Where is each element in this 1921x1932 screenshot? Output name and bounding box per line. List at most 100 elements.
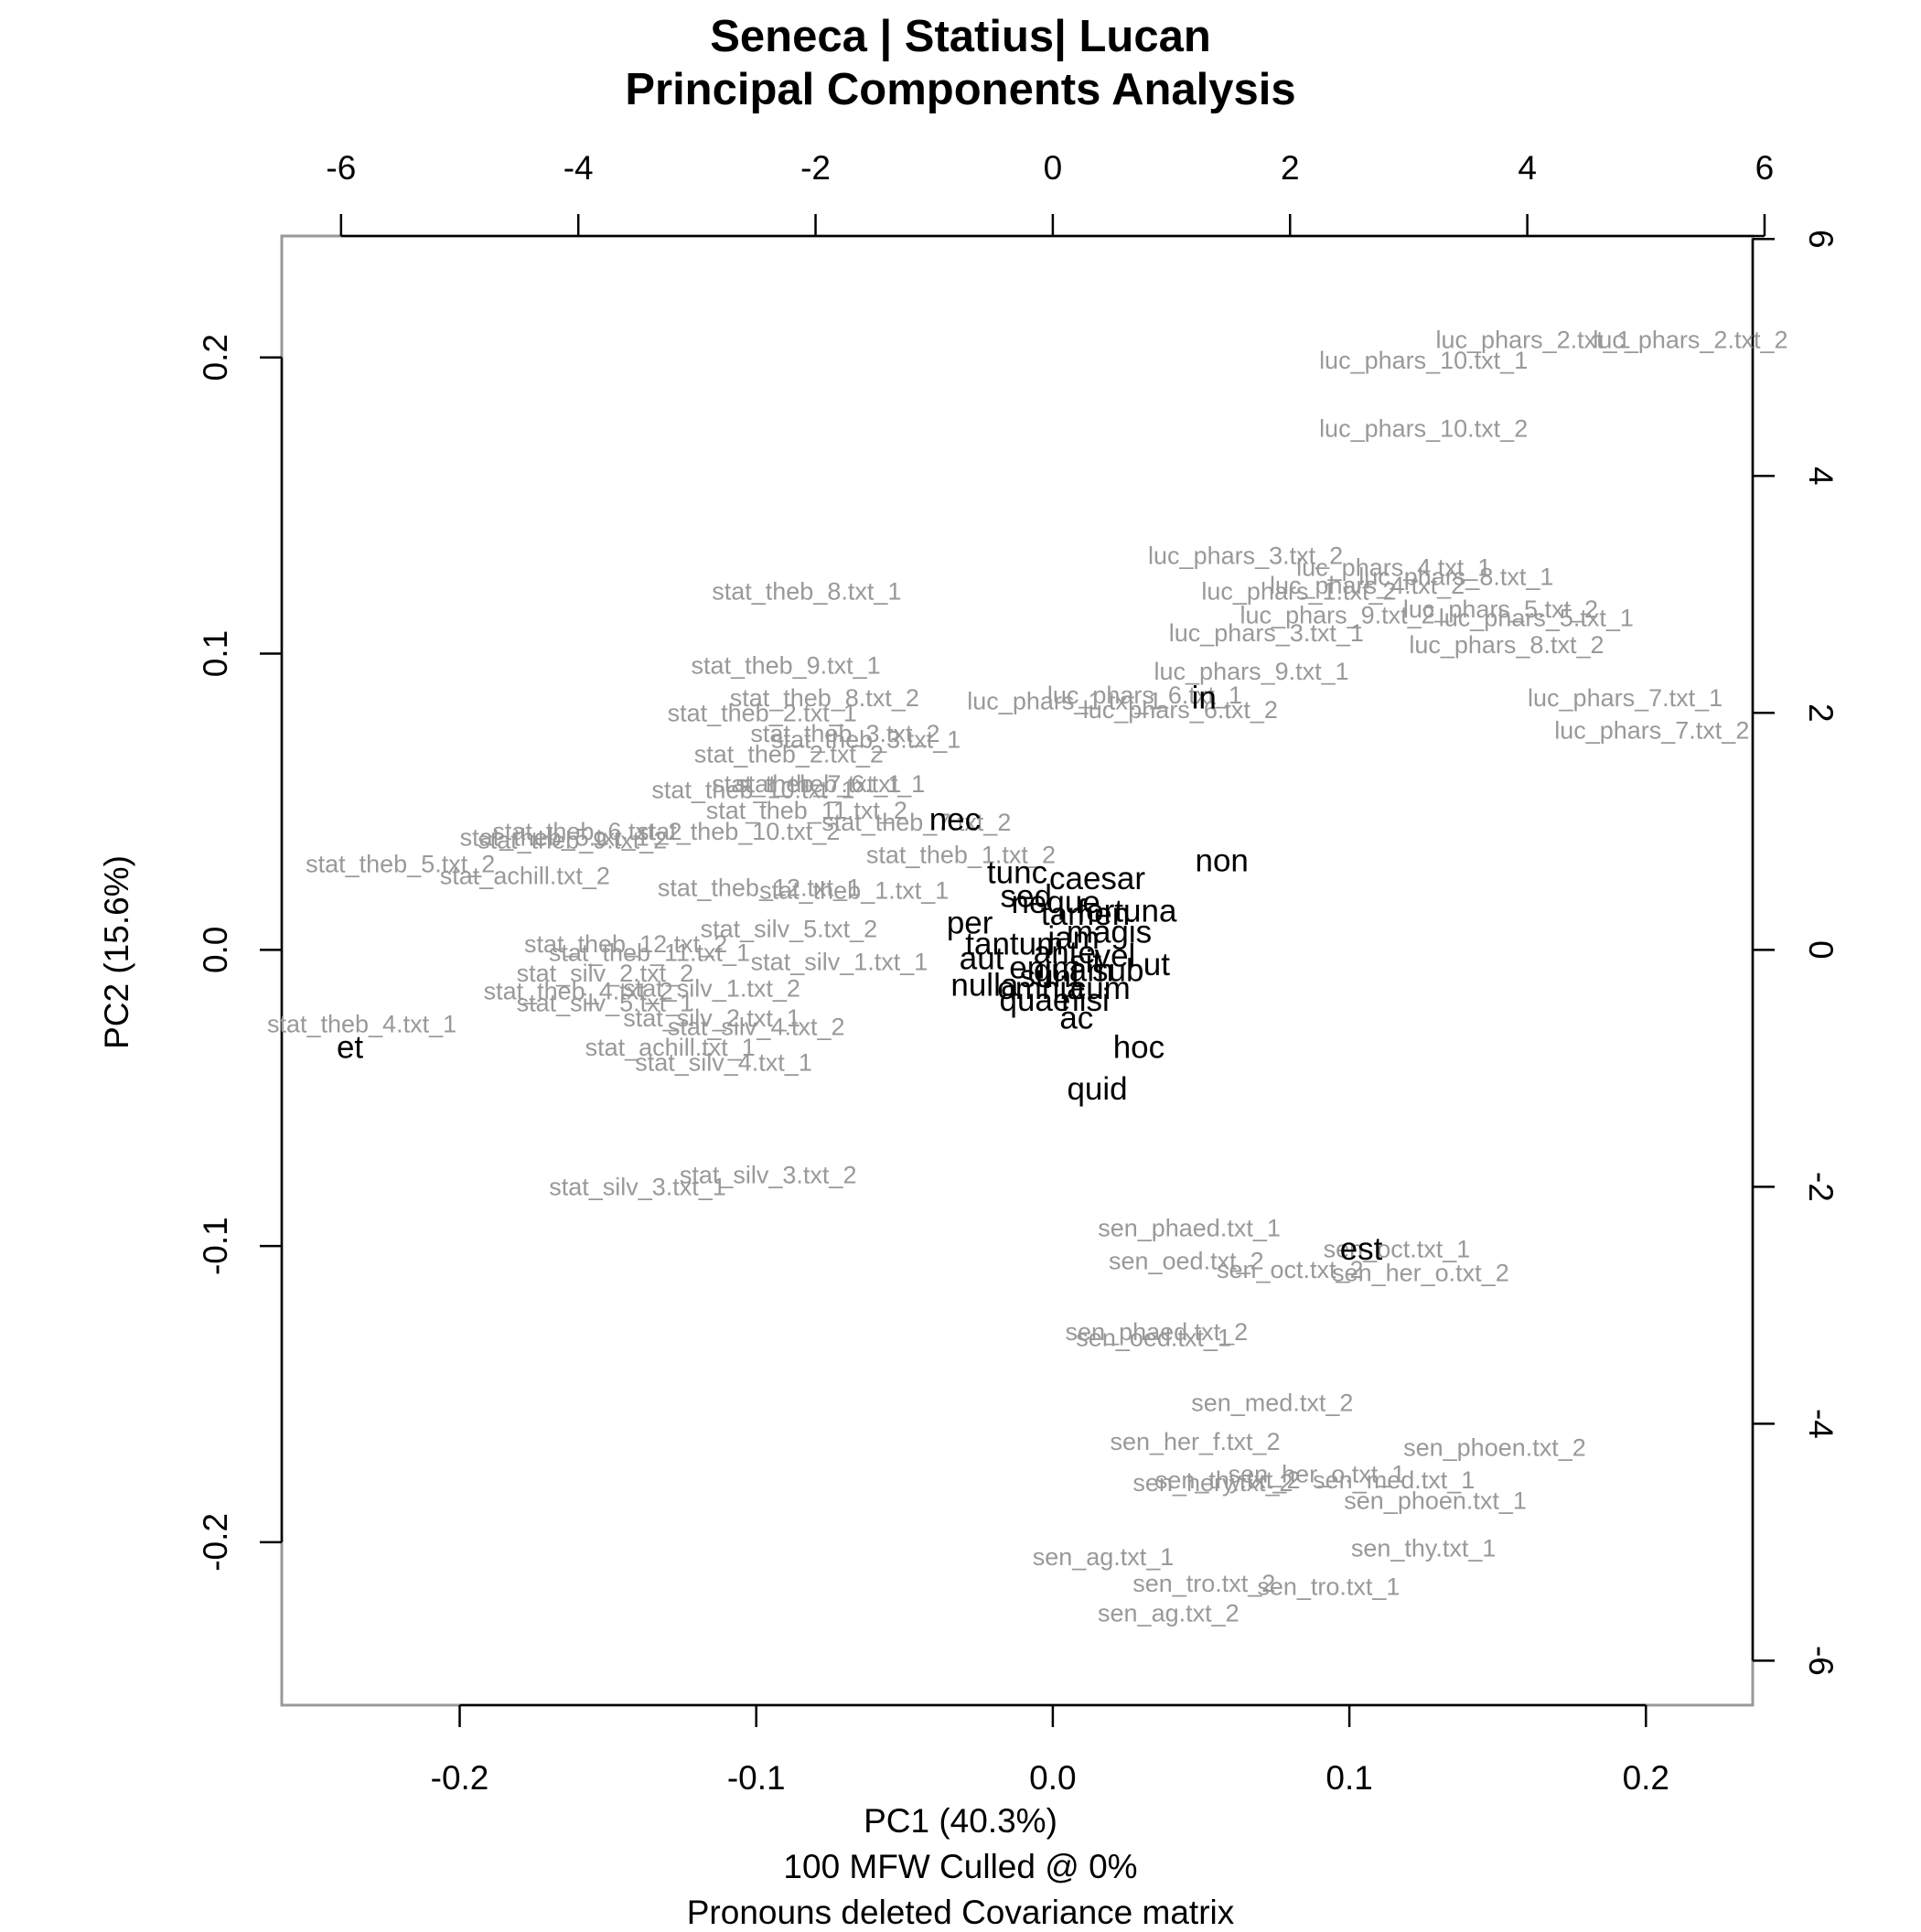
sample-label: sen_thy.txt_1 [1351,1534,1497,1562]
sample-label: stat_theb_6.txt_2 [492,818,681,845]
sample-label: stat_theb_1.txt_1 [759,877,949,905]
loading-label: nisi [1061,982,1110,1018]
sample-label: sen_phoen.txt_1 [1344,1487,1527,1515]
loading-label: enim [1009,950,1079,985]
sample-label: sen_thy.txt_2 [1155,1466,1301,1494]
sample-label: stat_theb_8.txt_1 [712,578,901,606]
x-tick-label: -0.1 [727,1759,786,1797]
right-tick-label: 2 [1802,703,1840,723]
sample-label: luc_phars_6.txt_2 [1083,696,1278,724]
sample-label: luc_phars_8.txt_2 [1409,631,1604,659]
sample-label: stat_theb_4.txt_1 [267,1010,456,1037]
sample-label: stat_silv_4.txt_1 [635,1048,812,1076]
y-tick-label: 0.2 [197,334,234,381]
x-tick-label: -0.2 [431,1759,489,1797]
loading-label: aut [960,941,1004,977]
loading-label: ut [1143,947,1170,982]
sample-label: stat_silv_4.txt_2 [668,1014,845,1041]
sample-label: stat_theb_6.txt_1 [735,770,925,798]
sample-label: luc_phars_1.txt_2 [1201,578,1396,606]
loading-label: tantum [965,926,1063,961]
sample-label: luc_phars_7.txt_1 [1528,684,1722,712]
sample-label: sen_tro.txt_1 [1257,1572,1400,1600]
sample-label: luc_phars_1.txt_1 [967,687,1162,714]
top-tick-label: 2 [1281,149,1300,187]
loading-label: ac [1059,1000,1093,1036]
loading-label: magis [1067,914,1152,950]
sample-label: luc_phars_7.txt_2 [1554,717,1749,745]
loading-label: quam [1034,953,1114,989]
sample-label: luc_phars_5.txt_2 [1403,596,1598,623]
y-tick-label: -0.2 [197,1513,234,1572]
x-tick-label: 0.1 [1325,1759,1372,1797]
right-tick-label: -2 [1802,1172,1840,1202]
sample-label: sen_ag.txt_1 [1033,1543,1175,1571]
sample-label: stat_theb_3.txt_1 [771,725,960,753]
sample-label: sen_ag.txt_2 [1098,1600,1240,1627]
loading-label: omnia [997,971,1085,1006]
sample-label: luc_phars_8.txt_1 [1358,563,1553,590]
sample-label: stat_silv_3.txt_2 [680,1161,857,1188]
sample-label: stat_theb_2.txt_1 [668,699,857,726]
sample-label: stat_achill.txt_2 [440,862,610,889]
loading-label: sub [1092,953,1143,989]
sample-label: stat_theb_11.txt_1 [549,939,750,967]
sample-label: sen_oct.txt_1 [1324,1235,1471,1262]
sample-label: sen_hery.txt_2 [1132,1469,1293,1497]
loading-label: est [1340,1231,1383,1267]
y-tick-label: 0.1 [197,630,234,677]
sample-label: sen_oct.txt_2 [1217,1256,1364,1283]
sample-label: stat_theb_10.txt_2 [637,818,840,845]
y-tick-label: -0.1 [197,1217,234,1275]
loading-label: tunc [987,855,1047,891]
sample-label: stat_theb_11.txt_2 [706,797,907,824]
sample-label: stat_theb_10.txt_1 [651,776,854,803]
chart-title: Seneca | Statius| Lucan [710,12,1211,61]
loading-label: tamen [1041,896,1130,932]
loading-label: caesar [1049,861,1145,896]
loading-label: quae [1000,982,1071,1018]
sample-label: stat_achill.txt_1 [585,1034,756,1061]
x-tick-label: 0.0 [1029,1759,1076,1797]
top-tick-label: -2 [800,149,831,187]
right-tick-label: -4 [1802,1409,1840,1439]
sample-label: sen_her_o.txt_1 [1229,1460,1406,1487]
sample-label: luc_phars_4.txt_1 [1296,554,1491,582]
x-axis-label: PC1 (40.3%) [864,1802,1057,1840]
sample-label: stat_silv_3.txt_1 [549,1173,726,1200]
top-tick-label: -6 [326,149,356,187]
sample-label: stat_theb_5.txt_2 [306,850,495,877]
sample-label: stat_theb_4.txt_2 [484,978,673,1005]
top-tick-label: 4 [1518,149,1537,187]
sample-label: luc_phars_2.txt_2 [1593,326,1787,353]
loading-label: per [947,906,993,941]
sample-label: luc_phars_10.txt_1 [1319,347,1528,374]
loading-label: cum [1070,971,1131,1006]
axes: -0.2 -0.1 0.0 0.1 0.2 -0.2 -0.1 0.0 0.1 0.2 -6 -4 -2… [197,149,1840,1797]
sample-label: sen_phoen.txt_2 [1403,1433,1586,1461]
loading-label: ante [1034,935,1096,971]
sample-label: luc_phars_6.txt_1 [1047,682,1242,709]
sample-label: stat_silv_2.txt_1 [623,1004,800,1032]
sample-label: luc_phars_9.txt_2 [1240,601,1435,628]
sample-label: sen_phaed.txt_2 [1066,1318,1249,1346]
sample-label: stat_theb_7.txt_1 [712,770,901,798]
sample-label: luc_phars_10.txt_2 [1319,414,1528,442]
top-tick-label: -4 [563,149,594,187]
sample-label: sen_tro.txt_2 [1132,1570,1275,1597]
chart-subtitle: Principal Components Analysis [625,65,1296,114]
y-axis-label: PC2 (15.6%) [98,855,135,1049]
top-tick-label: 6 [1755,149,1775,187]
sample-label: stat_theb_7.txt_2 [821,809,1011,836]
right-tick-label: -6 [1802,1646,1840,1676]
sample-label: stat_theb_9.txt_2 [478,827,667,854]
sample-label: stat_theb_9.txt_1 [692,651,881,679]
caption-line-1: 100 MFW Culled @ 0% [783,1848,1138,1885]
sample-label: stat_silv_2.txt_2 [517,960,694,987]
sample-label: stat_theb_12.txt_2 [524,930,727,958]
loading-label: et [337,1030,363,1066]
sample-label: luc_phars_3.txt_2 [1148,542,1343,570]
loading-label: jam [1046,920,1099,956]
sample-label: stat_theb_2.txt_2 [694,741,884,768]
